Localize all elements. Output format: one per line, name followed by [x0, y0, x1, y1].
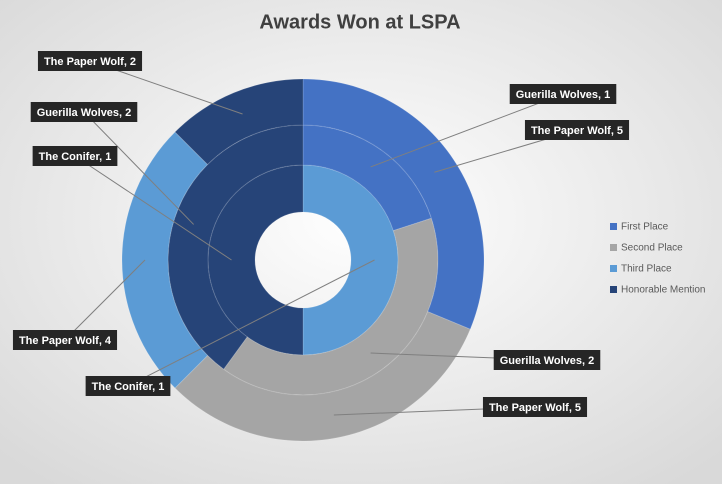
label-text: Guerilla Wolves, 2 [500, 355, 595, 367]
data-label: The Paper Wolf, 5 [524, 120, 630, 140]
data-label: The Conifer, 1 [32, 146, 118, 166]
data-label: Guerilla Wolves, 2 [493, 350, 601, 370]
label-text: Guerilla Wolves, 2 [37, 107, 132, 119]
legend-swatch [610, 244, 617, 251]
leader-line [64, 259, 146, 341]
data-label: The Paper Wolf, 4 [12, 330, 118, 350]
data-label: The Paper Wolf, 5 [482, 397, 588, 417]
legend-label: First Place [621, 222, 669, 233]
label-box [493, 350, 601, 370]
legend-swatch [610, 286, 617, 293]
data-label: The Paper Wolf, 2 [37, 51, 143, 71]
label-text: The Paper Wolf, 5 [489, 402, 581, 414]
label-text: The Paper Wolf, 5 [531, 125, 623, 137]
legend-swatch [610, 265, 617, 272]
data-label: Guerilla Wolves, 1 [509, 84, 617, 104]
label-box [524, 120, 630, 140]
chart-title: Awards Won at LSPA [259, 11, 460, 33]
label-text: The Paper Wolf, 2 [44, 56, 136, 68]
label-box [509, 84, 617, 104]
legend-label: Third Place [621, 264, 672, 275]
data-label: Guerilla Wolves, 2 [30, 102, 138, 122]
leader-line [83, 111, 194, 225]
label-box [32, 146, 118, 166]
label-text: Guerilla Wolves, 1 [516, 89, 611, 101]
label-text: The Conifer, 1 [39, 151, 112, 163]
label-box [85, 376, 171, 396]
leader-line [127, 259, 375, 387]
legend-label: Second Place [621, 243, 683, 254]
segment [167, 124, 304, 370]
label-box [30, 102, 138, 122]
leader-line [370, 93, 564, 168]
legend-swatch [610, 223, 617, 230]
label-text: The Paper Wolf, 4 [19, 335, 112, 347]
segment [174, 78, 304, 166]
segment [121, 131, 209, 389]
legend-label: Honorable Mention [621, 285, 706, 296]
segment [174, 311, 471, 442]
label-box [482, 397, 588, 417]
label-box [12, 330, 118, 350]
leader-line [74, 155, 232, 261]
label-text: The Conifer, 1 [92, 381, 165, 393]
data-label: The Conifer, 1 [85, 376, 171, 396]
label-box [37, 51, 143, 71]
